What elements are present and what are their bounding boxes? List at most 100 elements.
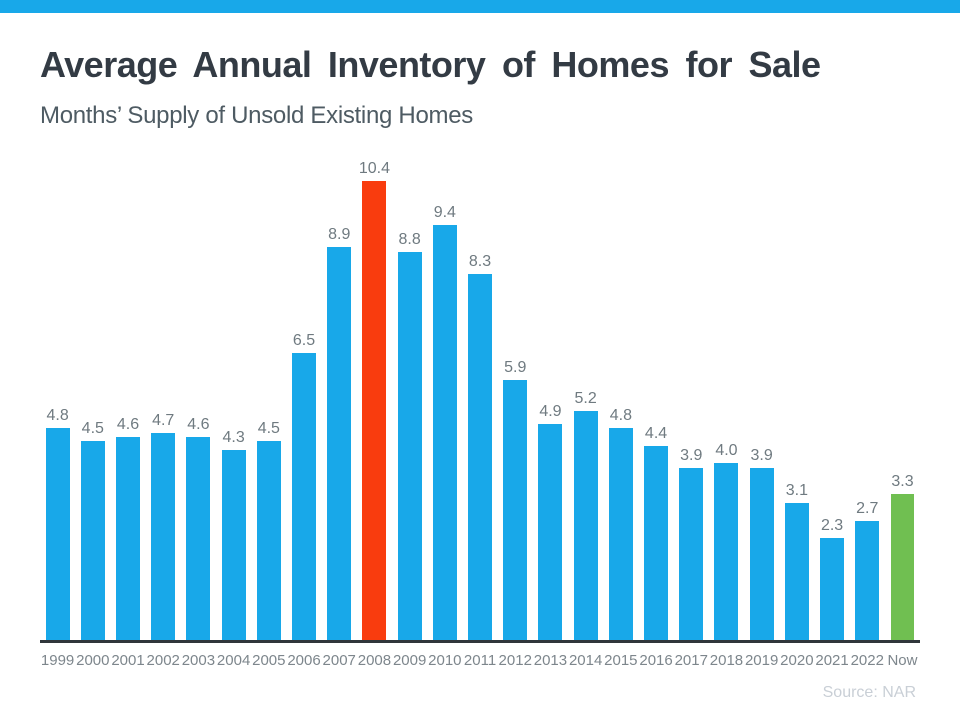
bar-column-2001: 4.6 bbox=[110, 417, 145, 640]
bar-value-label: 4.0 bbox=[715, 442, 738, 459]
bar-column-2012: 5.9 bbox=[498, 360, 533, 640]
bar-column-2006: 6.5 bbox=[286, 333, 321, 640]
bar-column-2013: 4.9 bbox=[533, 404, 568, 640]
bar-2016 bbox=[644, 446, 669, 640]
bar-value-label: 3.1 bbox=[785, 482, 808, 499]
bar-column-2007: 8.9 bbox=[322, 227, 357, 640]
x-axis-label-2012: 2012 bbox=[498, 652, 532, 669]
bar-column-2003: 4.6 bbox=[181, 417, 216, 640]
bar-column-2016: 4.4 bbox=[638, 426, 673, 640]
x-axis-label-1999: 1999 bbox=[40, 652, 75, 669]
bar-value-label: 8.8 bbox=[398, 231, 421, 248]
bar-value-label: 4.8 bbox=[609, 407, 632, 424]
x-axis-label-2005: 2005 bbox=[252, 652, 286, 669]
bar-2001 bbox=[116, 437, 140, 640]
bar-2005 bbox=[256, 441, 281, 640]
x-axis-label-2010: 2010 bbox=[428, 652, 462, 669]
bar-2011 bbox=[468, 274, 492, 640]
bar-value-label: 4.6 bbox=[187, 416, 210, 433]
bar-value-label: 8.3 bbox=[468, 253, 492, 270]
x-axis-label-2007: 2007 bbox=[322, 652, 356, 669]
page-subtitle: Months’ Supply of Unsold Existing Homes bbox=[40, 102, 473, 129]
x-axis-labels: 1999 2000 2001 2002 2003 2004 2005 2006 2007 2008… bbox=[40, 652, 920, 669]
bar-value-label: 3.3 bbox=[891, 473, 914, 490]
bar-2004 bbox=[221, 450, 246, 640]
bar-value-label: 3.9 bbox=[680, 447, 703, 464]
bar-value-label: 2.3 bbox=[820, 517, 844, 534]
bar-2009 bbox=[397, 252, 422, 640]
bar-2000 bbox=[80, 441, 105, 640]
bar-value-label: 4.6 bbox=[116, 416, 140, 433]
x-axis-label-2014: 2014 bbox=[568, 652, 603, 669]
bar-2013 bbox=[538, 424, 563, 640]
x-axis-label-2009: 2009 bbox=[392, 652, 427, 669]
x-axis-label-2017: 2017 bbox=[674, 652, 708, 669]
bar-2020 bbox=[784, 503, 809, 640]
bar-value-label: 4.9 bbox=[539, 403, 562, 420]
bar-2007 bbox=[327, 247, 352, 640]
bar-value-label: 8.9 bbox=[328, 226, 351, 243]
x-axis-label-2016: 2016 bbox=[639, 652, 673, 669]
x-axis-label-now: Now bbox=[887, 652, 918, 669]
source-caption: Source: NAR bbox=[822, 684, 916, 701]
bar-2019 bbox=[749, 468, 774, 640]
bar-2003 bbox=[186, 437, 211, 640]
bar-column-2005: 4.5 bbox=[251, 421, 286, 640]
bar-column-1999: 4.8 bbox=[40, 408, 75, 640]
bar-chart-plot-area: 4.8 4.5 4.6 4.7 4.6 4.3 4.5 6.5 8.9 10.4 8.8 9.4 8.3… bbox=[40, 161, 920, 643]
bar-value-label: 4.7 bbox=[152, 412, 175, 429]
bar-2012 bbox=[503, 380, 528, 640]
bar-column-2011: 8.3 bbox=[462, 254, 497, 640]
x-axis-label-2015: 2015 bbox=[604, 652, 638, 669]
bar-value-label: 9.4 bbox=[433, 204, 456, 221]
bar-now bbox=[890, 494, 915, 640]
bar-2010 bbox=[432, 225, 457, 640]
x-axis-label-2011: 2011 bbox=[463, 652, 497, 669]
bar-value-label: 4.5 bbox=[81, 420, 104, 437]
x-axis-label-2003: 2003 bbox=[181, 652, 216, 669]
bar-value-label: 5.2 bbox=[574, 390, 597, 407]
bar-value-label: 10.4 bbox=[358, 160, 390, 177]
bar-column-2002: 4.7 bbox=[146, 413, 181, 640]
x-axis-label-2008: 2008 bbox=[357, 652, 392, 669]
bar-value-label: 6.5 bbox=[292, 332, 316, 349]
bar-2018 bbox=[714, 463, 739, 640]
page-title: Average Annual Inventory of Homes for Sa… bbox=[40, 44, 821, 85]
bar-2002 bbox=[151, 433, 176, 640]
bar-2022 bbox=[855, 521, 880, 640]
bar-column-2008: 10.4 bbox=[357, 161, 392, 640]
bar-value-label: 2.7 bbox=[856, 500, 879, 517]
bar-value-label: 3.9 bbox=[750, 447, 773, 464]
bar-value-label: 4.4 bbox=[644, 425, 668, 442]
bar-column-2019: 3.9 bbox=[744, 448, 779, 640]
x-axis-label-2021: 2021 bbox=[815, 652, 849, 669]
x-axis-label-2006: 2006 bbox=[287, 652, 321, 669]
bar-column-2014: 5.2 bbox=[568, 391, 603, 640]
x-axis-label-2000: 2000 bbox=[76, 652, 110, 669]
bar-2008 bbox=[362, 181, 387, 640]
bar-column-now: 3.3 bbox=[885, 474, 920, 640]
x-axis-label-2002: 2002 bbox=[146, 652, 180, 669]
bar-column-2015: 4.8 bbox=[603, 408, 638, 640]
bar-column-2021: 2.3 bbox=[814, 518, 849, 640]
x-axis-label-2020: 2020 bbox=[780, 652, 814, 669]
bar-value-label: 4.5 bbox=[257, 420, 280, 437]
bar-value-label: 5.9 bbox=[504, 359, 527, 376]
bar-2021 bbox=[820, 538, 845, 640]
x-axis-label-2004: 2004 bbox=[216, 652, 251, 669]
bar-column-2010: 9.4 bbox=[427, 205, 462, 640]
bar-2015 bbox=[608, 428, 633, 640]
bar-column-2000: 4.5 bbox=[75, 421, 110, 640]
bar-2006 bbox=[292, 353, 316, 640]
bar-column-2020: 3.1 bbox=[779, 483, 814, 640]
bar-1999 bbox=[45, 428, 70, 640]
bar-column-2018: 4.0 bbox=[709, 443, 744, 640]
bar-value-label: 4.8 bbox=[46, 407, 69, 424]
bar-column-2004: 4.3 bbox=[216, 430, 251, 640]
bar-column-2022: 2.7 bbox=[850, 501, 885, 640]
x-axis-label-2001: 2001 bbox=[111, 652, 145, 669]
x-axis-label-2019: 2019 bbox=[744, 652, 779, 669]
x-axis-label-2018: 2018 bbox=[709, 652, 744, 669]
bar-2014 bbox=[573, 411, 598, 640]
accent-top-strip bbox=[0, 0, 960, 13]
